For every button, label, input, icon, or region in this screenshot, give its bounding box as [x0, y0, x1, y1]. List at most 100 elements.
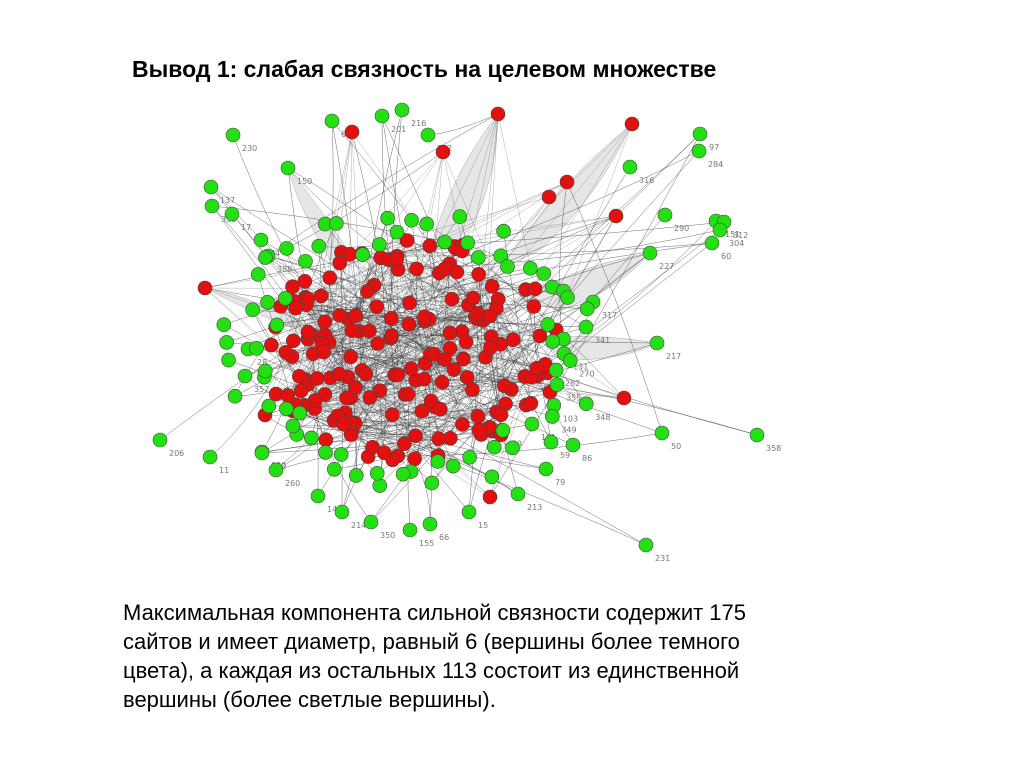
- node-label: 11: [219, 466, 229, 475]
- graph-edge: [426, 223, 557, 331]
- singleton-node: [260, 295, 275, 310]
- scc-node: [318, 432, 334, 447]
- scc-node: [288, 300, 303, 316]
- singleton-node: [692, 126, 708, 142]
- node-label: 59: [560, 451, 570, 460]
- scc-node: [286, 333, 301, 349]
- node-label: 304: [729, 239, 744, 248]
- node-label: 357: [254, 385, 269, 394]
- singleton-node: [298, 253, 313, 269]
- graph-edge: [497, 113, 536, 289]
- scc-node: [362, 390, 378, 405]
- graph-edge: [442, 151, 463, 246]
- graph-edge: [223, 324, 338, 417]
- singleton-node: [203, 179, 219, 195]
- scc-node: [369, 299, 385, 314]
- singleton-node: [445, 458, 461, 474]
- singleton-node: [500, 259, 515, 274]
- node-label: 213: [527, 503, 542, 512]
- node-label: 216: [411, 119, 426, 128]
- scc-node: [336, 416, 351, 432]
- graph-edge: [463, 306, 534, 360]
- singleton-node: [402, 522, 418, 538]
- node-label: 227: [659, 262, 674, 271]
- edge-bundle: [499, 123, 633, 271]
- graph-edge: [204, 287, 455, 370]
- singleton-node: [404, 212, 419, 228]
- scc-node: [348, 379, 363, 395]
- node-label: 151: [725, 230, 740, 239]
- scc-node: [446, 362, 462, 377]
- scc-node: [348, 308, 364, 323]
- singleton-node: [495, 423, 511, 438]
- scc-node: [358, 366, 374, 382]
- graph-edge: [311, 334, 486, 358]
- graph-edge: [329, 342, 378, 344]
- scc-node: [431, 431, 447, 446]
- singleton-node: [749, 427, 765, 443]
- singleton-node: [292, 405, 308, 421]
- graph-edge: [306, 304, 553, 342]
- singleton-node: [493, 248, 509, 264]
- scc-node: [417, 309, 432, 325]
- singleton-node: [261, 398, 277, 414]
- node-label: 28: [257, 358, 267, 367]
- singleton-node: [279, 401, 294, 417]
- graph-edge: [313, 353, 478, 417]
- node-label: 137: [220, 196, 235, 205]
- singleton-node: [219, 335, 234, 350]
- graph-edge: [286, 151, 444, 249]
- node-label: 316: [639, 176, 654, 185]
- node-label: 282: [565, 379, 580, 388]
- scc-node: [416, 371, 432, 387]
- singleton-node: [333, 447, 349, 462]
- singleton-node: [524, 416, 540, 432]
- scc-node: [437, 261, 453, 277]
- body-line: вершины (более светлые вершины).: [123, 687, 496, 712]
- graph-edge: [451, 215, 617, 300]
- scc-node: [471, 266, 486, 282]
- singleton-node: [380, 210, 395, 226]
- scc-node: [293, 383, 309, 399]
- singleton-node: [691, 143, 707, 159]
- graph-edge: [351, 341, 553, 435]
- singleton-node: [258, 363, 273, 379]
- node-label: 34: [270, 249, 280, 258]
- scc-node: [280, 388, 296, 403]
- node-label: 103: [563, 414, 578, 423]
- scc-node: [435, 144, 451, 160]
- scc-node: [390, 367, 406, 383]
- singleton-node: [369, 465, 385, 481]
- graph-edge: [404, 443, 491, 498]
- scc-node: [470, 306, 485, 321]
- graph-edge: [305, 261, 416, 381]
- singleton-node: [237, 368, 253, 384]
- scc-node: [278, 344, 294, 360]
- scc-node: [331, 366, 347, 382]
- scc-node: [400, 386, 416, 402]
- singleton-node: [355, 247, 370, 262]
- node-label: 60: [721, 252, 731, 261]
- graph-edge: [550, 391, 625, 399]
- singleton-node: [253, 232, 269, 248]
- scc-node: [401, 316, 417, 332]
- singleton-node: [245, 302, 260, 318]
- scc-node: [414, 403, 430, 419]
- node-label: 231: [655, 554, 670, 563]
- singleton-node: [310, 488, 326, 504]
- scc-node: [559, 174, 575, 190]
- singleton-node: [579, 301, 595, 317]
- graph-edge: [348, 318, 398, 457]
- scc-node: [403, 361, 419, 377]
- singleton-node: [657, 207, 673, 223]
- scc-node: [300, 291, 316, 307]
- singleton-node: [422, 516, 438, 532]
- singleton-node: [285, 418, 301, 434]
- singleton-node: [704, 235, 720, 251]
- scc-node: [360, 284, 375, 299]
- graph-edge: [392, 423, 532, 461]
- graph-edge: [424, 321, 533, 425]
- scc-node: [465, 382, 480, 397]
- edge-bundle: [429, 113, 499, 251]
- singleton-node: [712, 222, 728, 238]
